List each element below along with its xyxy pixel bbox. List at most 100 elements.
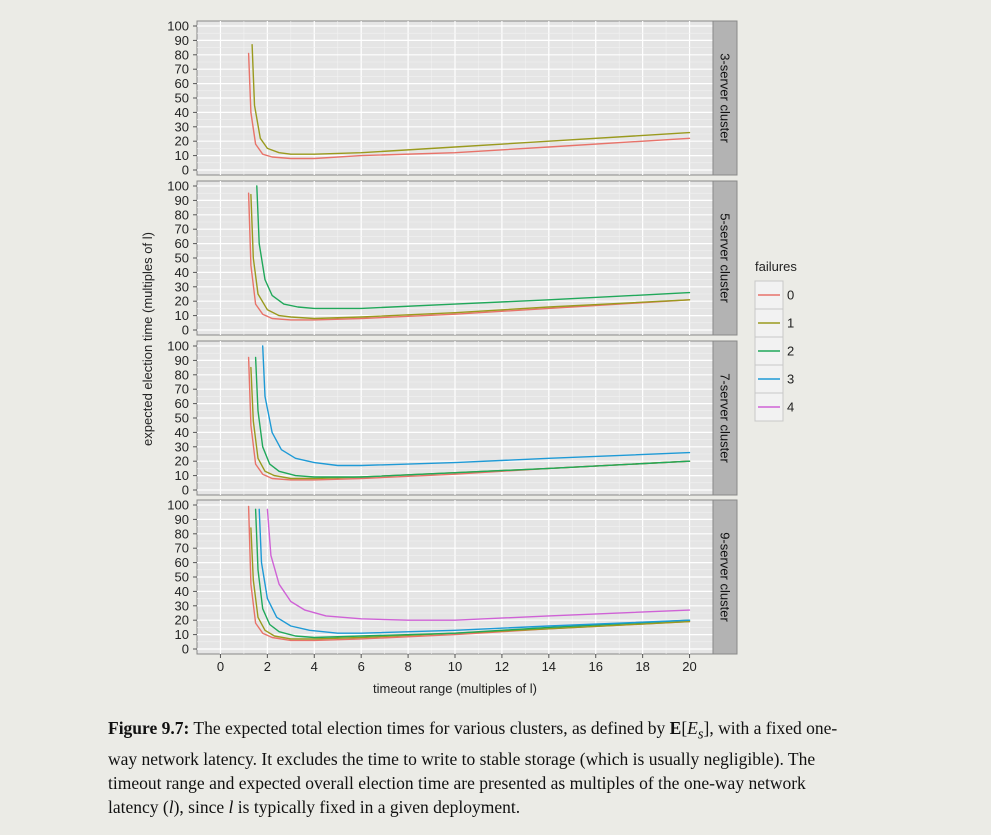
x-tick-label: 20	[682, 659, 696, 674]
x-tick-label: 2	[264, 659, 271, 674]
y-tick-label: 30	[175, 279, 189, 294]
series-line	[262, 345, 691, 467]
caption-math-l2: l	[228, 796, 234, 817]
x-tick-label: 18	[635, 659, 649, 674]
x-axis-title: timeout range (multiples of l)	[373, 681, 537, 696]
y-tick-label: 60	[175, 236, 189, 251]
y-tick-label: 100	[167, 179, 189, 194]
x-axis: 0 2 4 6 8 10 12 14 16 18 20	[217, 654, 697, 674]
x-tick-label: 6	[358, 659, 365, 674]
series-line	[247, 52, 691, 160]
caption-text-2: , with a fixed one-way network latency. …	[108, 718, 838, 817]
caption-label: Figure 9.7:	[108, 718, 190, 738]
y-tick-label: 0	[182, 483, 189, 498]
series-line	[250, 193, 691, 320]
y-tick-label: 0	[182, 642, 189, 657]
legend-entry-label: 1	[787, 316, 794, 331]
x-tick-label: 8	[404, 659, 411, 674]
y-tick-label: 10	[175, 468, 189, 483]
x-tick-label: 16	[588, 659, 602, 674]
figure-caption: Figure 9.7: The expected total election …	[108, 716, 838, 819]
y-tick-label: 40	[175, 265, 189, 280]
facet-strip	[712, 340, 738, 496]
caption-math-es-base: E	[687, 718, 698, 738]
facet-strip	[712, 180, 738, 336]
caption-text-1: The expected total election times for va…	[189, 718, 670, 738]
y-tick-label: 50	[175, 251, 189, 266]
legend-entry-label: 4	[787, 400, 794, 415]
y-tick-label: 30	[175, 439, 189, 454]
y-tick-label: 40	[175, 425, 189, 440]
y-tick-label: 90	[175, 193, 189, 208]
y-tick-label: 60	[175, 555, 189, 570]
legend-entry-label: 2	[787, 344, 794, 359]
y-tick-label: 70	[175, 222, 189, 237]
y-tick-label: 80	[175, 367, 189, 382]
y-tick-label: 50	[175, 91, 189, 106]
caption-math-l1: l	[168, 796, 174, 817]
x-tick-label: 14	[542, 659, 556, 674]
x-tick-label: 0	[217, 659, 224, 674]
y-tick-label: 90	[175, 33, 189, 48]
y-tick-label: 50	[175, 411, 189, 426]
y-tick-label: 40	[175, 105, 189, 120]
y-tick-label: 0	[182, 323, 189, 338]
y-tick-label: 10	[175, 148, 189, 163]
y-tick-label: 70	[175, 541, 189, 556]
series-line	[251, 44, 691, 155]
facet-strip-label: 3-server cluster	[718, 53, 733, 143]
caption-math-open: [	[681, 718, 688, 738]
series-line	[247, 356, 691, 481]
y-axis-title: expected election time (multiples of l)	[140, 232, 155, 446]
series-line	[266, 508, 691, 621]
facet-strip	[712, 20, 738, 176]
legend-entry-label: 0	[787, 288, 794, 303]
caption-text-4: is typically fixed in a given deployment…	[233, 796, 521, 817]
y-tick-label: 80	[175, 207, 189, 222]
series-line	[247, 192, 691, 321]
series-line	[254, 508, 691, 639]
y-tick-label: 20	[175, 134, 189, 149]
y-tick-label: 90	[175, 353, 189, 368]
facet-strip	[712, 499, 738, 655]
series-line	[247, 505, 691, 642]
y-tick-label: 80	[175, 47, 189, 62]
y-tick-label: 30	[175, 598, 189, 613]
y-tick-label: 60	[175, 396, 189, 411]
y-tick-label: 20	[175, 613, 189, 628]
x-tick-label: 10	[448, 659, 462, 674]
x-tick-label: 12	[495, 659, 509, 674]
x-tick-label: 4	[311, 659, 318, 674]
y-tick-label: 70	[175, 382, 189, 397]
y-tick-label: 30	[175, 119, 189, 134]
y-tick-label: 20	[175, 454, 189, 469]
caption-math-es-sub: s	[697, 726, 704, 743]
y-tick-label: 70	[175, 62, 189, 77]
y-tick-label: 50	[175, 570, 189, 585]
series-line	[254, 356, 691, 478]
y-tick-label: 60	[175, 76, 189, 91]
y-tick-label: 0	[182, 163, 189, 178]
y-tick-label: 90	[175, 512, 189, 527]
legend: failures 0 1 2 3 4	[754, 259, 797, 422]
series-line	[256, 185, 691, 310]
caption-math-e: E	[669, 718, 682, 738]
facet-strip-label: 5-server cluster	[718, 213, 733, 303]
series-line	[258, 508, 691, 634]
legend-entry-label: 3	[787, 372, 794, 387]
y-tick-label: 10	[175, 308, 189, 323]
caption-math-close: ]	[703, 718, 710, 738]
facet-strip-label: 7-server cluster	[718, 373, 733, 463]
y-tick-label: 40	[175, 584, 189, 599]
caption-text-3: ), since	[173, 796, 229, 817]
y-tick-label: 100	[167, 19, 189, 34]
legend-title: failures	[755, 259, 797, 274]
facet-strip-label: 9-server cluster	[718, 532, 733, 622]
y-tick-label: 100	[167, 339, 189, 354]
